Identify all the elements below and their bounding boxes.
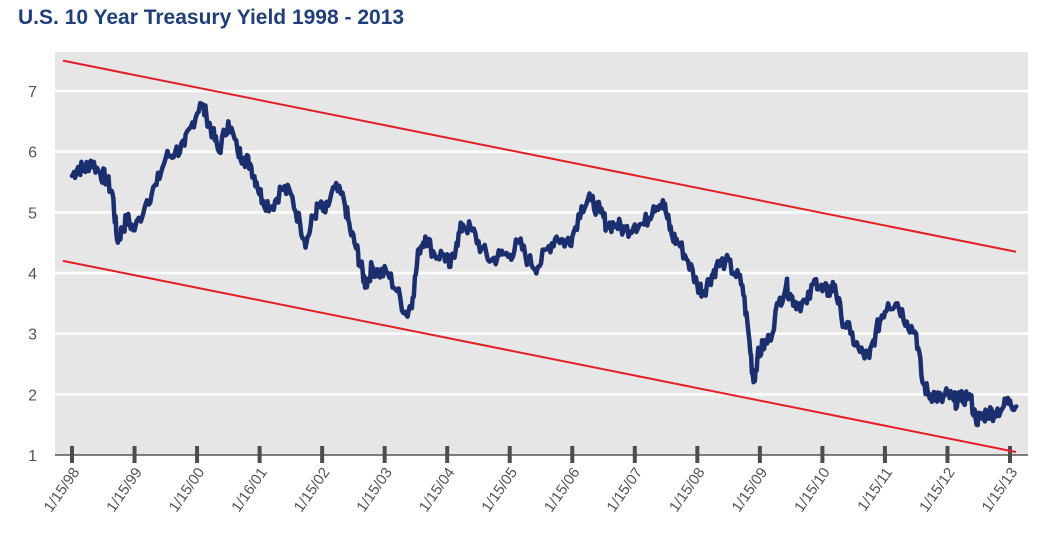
y-tick-label: 2 <box>28 387 37 404</box>
x-tick-label: 1/15/02 <box>291 465 334 516</box>
x-tick-label: 1/15/11 <box>854 465 896 515</box>
series-group <box>69 100 1019 428</box>
y-tick-label: 7 <box>28 84 37 101</box>
x-tick-label: 1/15/09 <box>729 465 772 516</box>
x-tick-label: 1/15/03 <box>353 465 396 516</box>
x-tick-label: 1/16/01 <box>228 465 271 516</box>
y-tick-label: 6 <box>28 145 37 162</box>
x-tick-label: 1/15/06 <box>541 465 584 516</box>
y-tick-label: 3 <box>28 327 37 344</box>
x-tick-label: 1/15/99 <box>103 465 146 516</box>
x-tick-label: 1/15/13 <box>979 465 1022 516</box>
y-tick-label: 1 <box>28 448 37 465</box>
x-tick-label: 1/15/12 <box>916 465 959 516</box>
x-tick-label: 1/15/10 <box>791 465 834 516</box>
x-tick-label: 1/15/05 <box>478 465 521 516</box>
x-tick-label: 1/15/04 <box>416 465 459 516</box>
trendlines-group <box>62 59 1017 453</box>
x-axis-ticks: 1/15/98 1/15/99 1/15/00 1/16/01 1/15/02 1/15/… <box>41 446 1022 516</box>
x-tick-label: 1/15/98 <box>41 465 84 516</box>
yield-series-line <box>69 100 1019 428</box>
lower-trendline <box>62 259 1017 453</box>
x-tick-label: 1/15/07 <box>603 465 646 516</box>
x-tick-label: 1/15/00 <box>166 465 209 516</box>
chart-title: U.S. 10 Year Treasury Yield 1998 - 2013 <box>18 6 405 29</box>
y-tick-label: 4 <box>28 266 37 283</box>
upper-trendline <box>62 59 1017 253</box>
y-axis-ticks: 1 2 3 4 5 6 7 <box>28 84 37 465</box>
y-tick-label: 5 <box>28 205 37 222</box>
x-tick-label: 1/15/08 <box>666 465 709 516</box>
